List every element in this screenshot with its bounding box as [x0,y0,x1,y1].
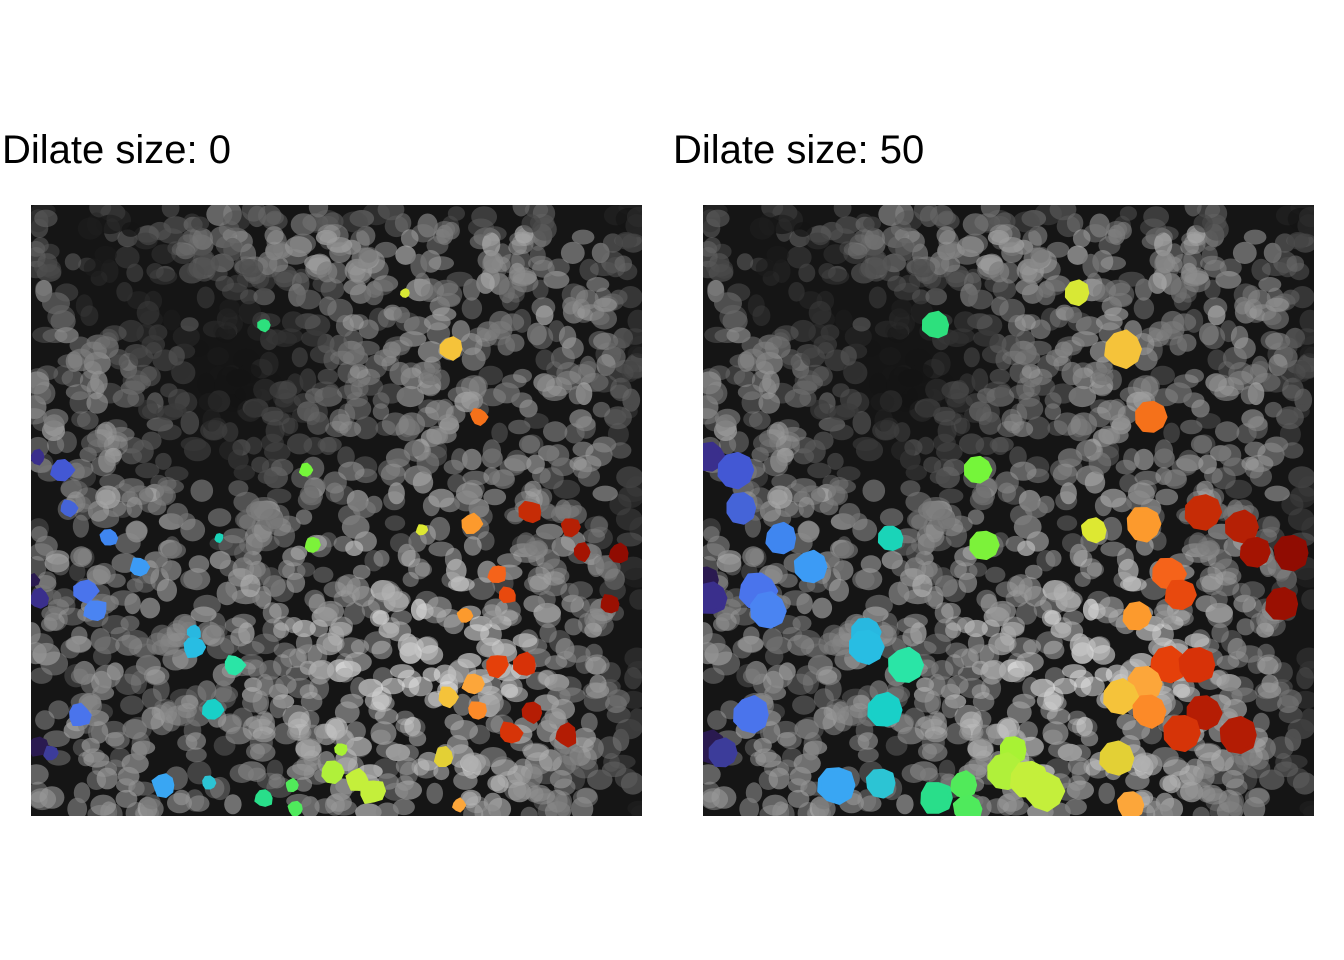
segmented-cell [439,336,463,361]
segmented-cell [964,455,993,484]
segmented-cell [31,573,41,587]
segmented-cell [1265,587,1299,620]
segmented-cell [487,565,506,584]
segmented-cell [1184,494,1223,531]
segmented-cell [703,441,726,472]
segmented-cell [765,521,797,555]
segmented-cell [1273,534,1309,572]
segmented-cell [202,775,217,790]
segmented-cell [468,701,487,720]
segmented-cell [400,288,410,298]
segmented-cell [703,581,728,614]
segmented-cell [73,579,100,605]
segmented-cell [31,736,50,757]
nuclei-layer [703,205,1314,816]
segmented-cell [186,624,201,640]
segmented-cell [321,760,345,785]
segmented-cell [969,530,1000,560]
segmented-cell [920,782,953,814]
segmented-cell [461,673,485,695]
segmented-cell [438,686,459,709]
segmented-cell [433,745,454,768]
segmented-cell [750,591,787,629]
segmented-cell [31,587,49,609]
segmented-cell [1103,678,1140,715]
segmented-cell [456,607,474,623]
segmented-cell [560,518,581,538]
segmented-cell [201,698,225,720]
segmented-cell [498,586,516,603]
segmented-cell [865,768,896,799]
segmented-cell [1025,772,1066,812]
segmented-cell [486,655,509,679]
segmented-cell [1239,536,1271,568]
segmented-cell [183,637,207,658]
segmented-cell [733,695,769,734]
segmented-cell [717,452,755,490]
segmented-cell [1178,647,1216,683]
segmented-cell [287,800,303,816]
segmented-cell [1117,791,1145,816]
segmented-cell [1150,645,1188,684]
segmented-cell [877,525,904,551]
segmented-cell [1104,329,1142,369]
segmented-cell [1064,279,1090,306]
segmented-cell [1099,740,1135,776]
segmented-cell [224,655,247,676]
segmented-cell [360,780,387,804]
segmented-cell [99,529,119,546]
segmented-cell [129,557,151,577]
segmented-cell [849,629,885,665]
segmented-cell [151,773,175,798]
segmented-cell [452,797,467,813]
segmented-cell [1163,715,1201,752]
segmented-cell [69,702,92,726]
segmented-cell [1122,601,1152,631]
segmented-cell [921,310,950,339]
segmented-cell [470,408,489,426]
segmented-cell [817,767,856,805]
segmented-cell [257,319,271,333]
segmented-cell [950,770,978,799]
segmented-cell [304,536,321,553]
segmented-cell [518,500,542,524]
segmented-cell [555,722,577,748]
segmented-cell [50,458,76,482]
segmented-cell [60,499,79,518]
segmented-cell [415,524,429,536]
segmented-cell [521,701,543,724]
segmented-cell [708,737,738,768]
panel-title-right: Dilate size: 50 [673,128,925,172]
micrograph-dilated [703,205,1314,816]
micrograph-undilated [31,205,642,816]
segmented-cell [298,462,314,477]
segmented-cell [1219,716,1257,754]
segmented-cell [461,512,484,534]
segmented-cell [334,743,348,756]
segmented-cell [83,600,107,622]
panel-title-left: Dilate size: 0 [2,128,231,172]
segmented-cell [512,651,536,676]
segmented-cell [43,745,59,761]
nuclei-layer [31,205,642,816]
segmented-cell [867,691,903,727]
segmented-cell [499,721,524,744]
segmented-cell [726,492,757,525]
segmented-cell [214,533,224,544]
segmented-cell [1164,579,1197,610]
segmented-cell [573,542,591,563]
segmented-cell [793,549,828,584]
segmented-cell [1132,694,1167,729]
segmented-cell [1126,507,1162,543]
segmented-cell [285,777,299,793]
segmented-cell [1135,400,1168,433]
segmented-cell [1225,509,1259,544]
segmented-cell [888,646,924,683]
segmented-cell [31,448,45,466]
segmented-cell [254,789,273,807]
segmented-cell [1081,517,1107,544]
segmented-cell [952,794,983,816]
segmented-cell [600,594,620,614]
segmented-cell [608,542,629,564]
